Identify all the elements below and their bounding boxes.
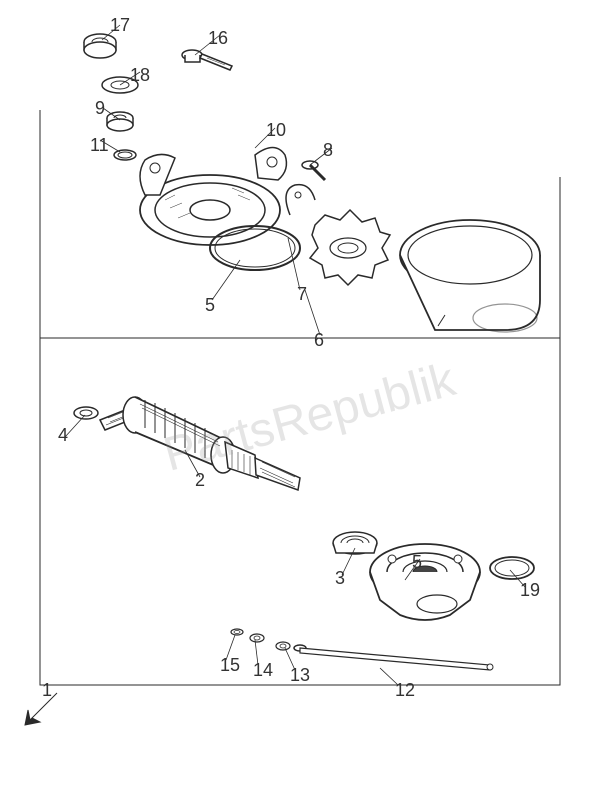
part-17-nut xyxy=(84,34,116,58)
callout-11: 11 xyxy=(90,135,109,156)
callout-3: 3 xyxy=(335,568,345,589)
callout-15: 15 xyxy=(220,655,240,676)
part-16-bolt xyxy=(182,50,232,70)
callout-2: 2 xyxy=(195,470,205,491)
part-14-washer xyxy=(250,634,264,642)
diagram-container: 1 2 3 4 5 5 6 7 8 9 10 11 12 13 14 15 16… xyxy=(0,0,600,792)
part-15-washer xyxy=(231,629,243,635)
part-8-terminal xyxy=(302,161,325,180)
callout-1: 1 xyxy=(42,680,52,701)
callout-19: 19 xyxy=(520,580,540,601)
callout-17: 17 xyxy=(110,15,130,36)
part-3-oilseal xyxy=(333,532,377,554)
part-10-housing xyxy=(140,148,286,246)
callout-18: 18 xyxy=(130,65,150,86)
part-7-brushplate xyxy=(310,210,390,285)
callout-13: 13 xyxy=(290,665,310,686)
callout-6: 6 xyxy=(314,330,324,351)
direction-arrow xyxy=(25,693,57,725)
callout-4: 4 xyxy=(58,425,68,446)
part-13-washer xyxy=(276,642,290,650)
part-12-bolt xyxy=(294,645,493,670)
part-6-brushholder xyxy=(286,185,315,215)
callout-5b: 5 xyxy=(412,552,422,573)
callout-8: 8 xyxy=(323,140,333,161)
callout-10: 10 xyxy=(266,120,286,141)
part-9-nut xyxy=(107,112,133,131)
callout-12: 12 xyxy=(395,680,415,701)
part-5-endcap xyxy=(370,544,480,620)
part-11-oring xyxy=(114,150,136,160)
callout-14: 14 xyxy=(253,660,273,681)
motor-case xyxy=(400,220,540,332)
callout-7: 7 xyxy=(297,284,307,305)
part-19-oring xyxy=(490,557,534,579)
callout-16: 16 xyxy=(208,28,228,49)
callout-5a: 5 xyxy=(205,295,215,316)
callout-9: 9 xyxy=(95,98,105,119)
part-4-washer xyxy=(74,407,98,419)
